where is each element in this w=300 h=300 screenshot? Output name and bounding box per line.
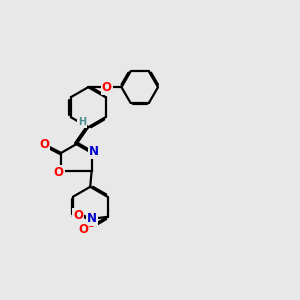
Text: H: H bbox=[78, 117, 86, 127]
Text: O⁻: O⁻ bbox=[79, 223, 95, 236]
Text: N: N bbox=[87, 212, 97, 225]
Text: N: N bbox=[89, 145, 99, 158]
Text: O: O bbox=[74, 209, 83, 222]
Text: O: O bbox=[54, 166, 64, 179]
Text: O: O bbox=[102, 81, 112, 94]
Text: O: O bbox=[39, 138, 49, 151]
